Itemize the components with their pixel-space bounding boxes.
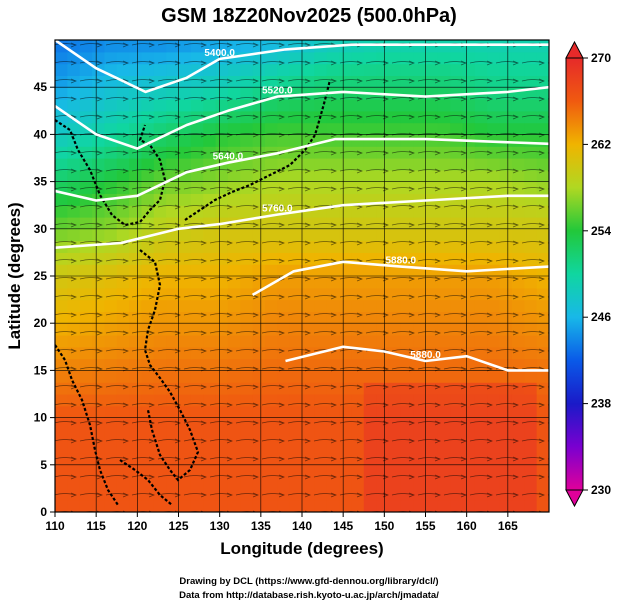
colorbar: 270 262 254 246 238 230 (565, 40, 611, 508)
colorbar-tick-label: 262 (591, 137, 611, 151)
height-contour (55, 137, 549, 202)
colorbar-tick-label: 238 (591, 397, 611, 411)
y-tick-label: 35 (34, 175, 48, 189)
contour-label: 5760.0 (262, 204, 293, 215)
contour-label: 5520.0 (262, 86, 293, 97)
x-tick-label: 120 (127, 519, 147, 533)
x-tick-label: 165 (498, 519, 518, 533)
contour-label: 5640.0 (213, 152, 244, 163)
height-contours: 5880.0 5880.0 5760.0 5640.0 5520.0 5400.0 (55, 40, 549, 372)
x-tick-label: 125 (168, 519, 188, 533)
credit-drawing: Drawing by DCL (https://www.gfd-dennou.o… (179, 576, 438, 587)
contour-label: 5880.0 (410, 350, 441, 361)
colorbar-ticks: 270 262 254 246 238 230 (583, 51, 611, 497)
x-axis-label: Longitude (degrees) (220, 539, 383, 558)
x-tick-label: 130 (210, 519, 230, 533)
x-tick-label: 150 (374, 519, 394, 533)
y-axis-ticks: 0 5 10 15 20 25 30 35 40 45 (34, 80, 55, 519)
x-tick-label: 160 (457, 519, 477, 533)
x-tick-label: 115 (86, 519, 106, 533)
y-axis-label: Latitude (degrees) (5, 202, 24, 349)
colorbar-tick-label: 254 (591, 224, 611, 238)
gridlines (55, 40, 549, 512)
x-tick-label: 140 (292, 519, 312, 533)
x-tick-label: 110 (45, 519, 65, 533)
height-contour (251, 260, 549, 297)
colorbar-tick-label: 270 (591, 51, 611, 65)
colorbar-scale (565, 57, 584, 491)
coastline (55, 79, 332, 506)
colorbar-tick-label: 246 (591, 310, 611, 324)
y-tick-label: 5 (40, 458, 47, 472)
credit-data: Data from http://database.rish.kyoto-u.a… (179, 590, 439, 601)
y-tick-label: 25 (34, 269, 48, 283)
x-axis-ticks: 110 115 120 125 130 135 140 145 150 155 160 165 (45, 512, 518, 533)
height-contour (55, 40, 549, 94)
height-contour (55, 194, 549, 249)
contour-label: 5400.0 (204, 48, 235, 59)
y-tick-label: 20 (34, 316, 48, 330)
x-tick-label: 145 (333, 519, 353, 533)
y-tick-label: 10 (34, 411, 48, 425)
contour-label: 5880.0 (386, 256, 417, 267)
colorbar-tick-label: 230 (591, 483, 611, 497)
y-tick-label: 0 (40, 505, 47, 519)
y-tick-label: 45 (34, 80, 48, 94)
x-tick-label: 135 (251, 519, 271, 533)
plot-area: 5880.0 5880.0 5760.0 5640.0 5520.0 5400.0 110… (34, 39, 550, 533)
x-tick-label: 155 (415, 519, 435, 533)
colorbar-max-arrow (565, 40, 584, 59)
colorbar-min-arrow (565, 489, 584, 508)
y-tick-label: 40 (34, 127, 48, 141)
height-contour (285, 345, 549, 372)
y-tick-label: 15 (34, 363, 48, 377)
chart-title: GSM 18Z20Nov2025 (500.0hPa) (161, 5, 457, 27)
y-tick-label: 30 (34, 222, 48, 236)
height-contour (55, 85, 549, 150)
